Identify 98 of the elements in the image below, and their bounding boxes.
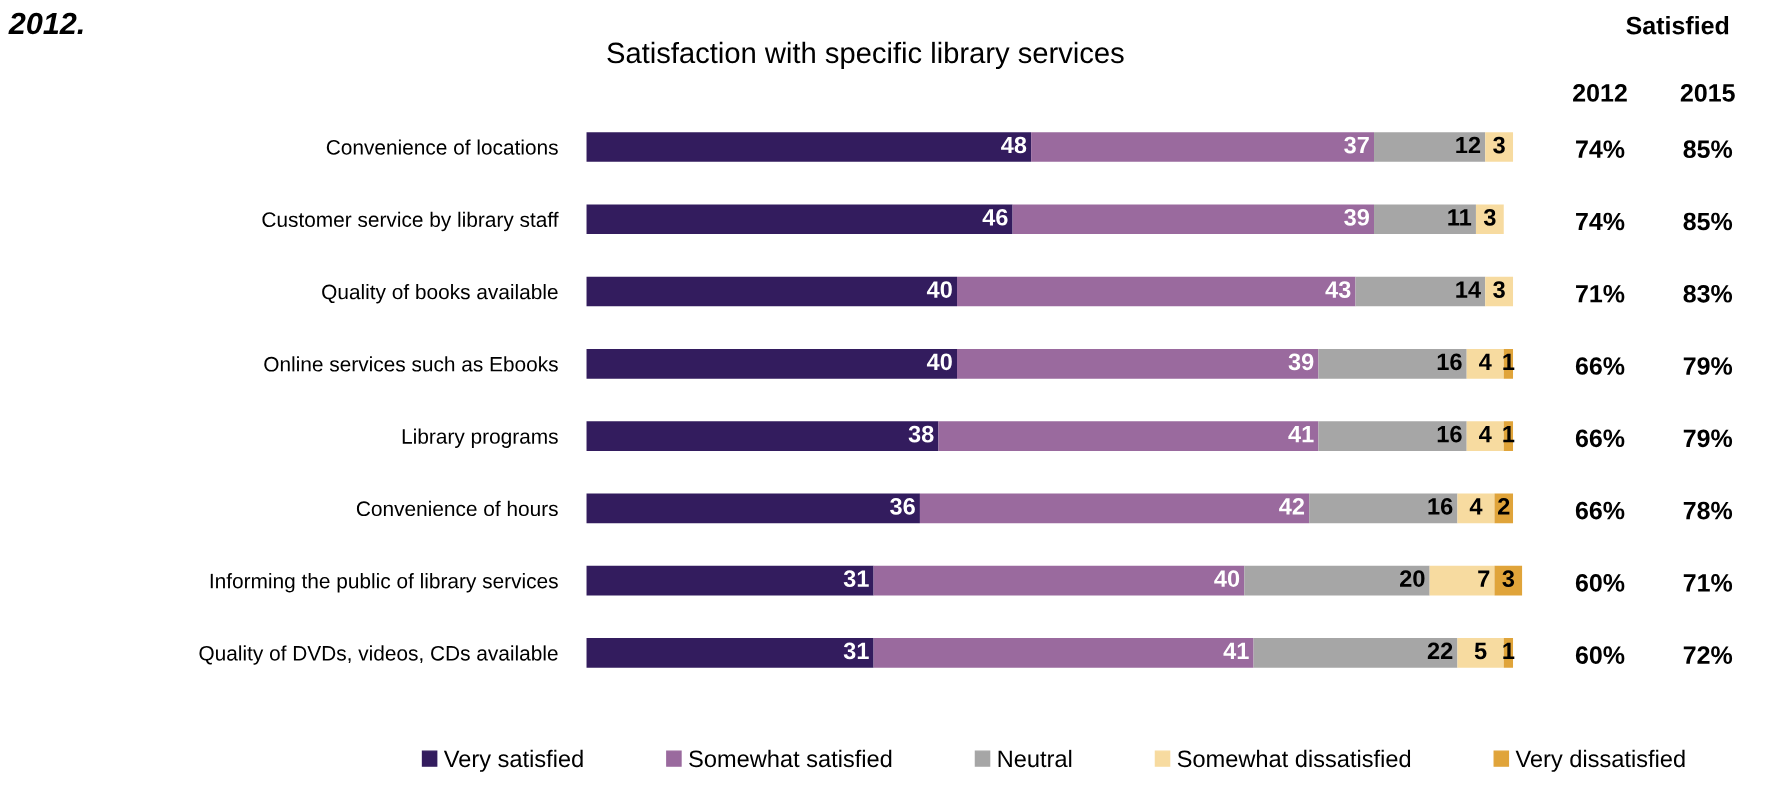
bar — [1374, 204, 1476, 235]
bar — [1485, 132, 1514, 162]
y-tick-label: Library programs — [402, 428, 558, 448]
data-label: 16 — [1437, 353, 1462, 371]
data-label: 3 — [1502, 570, 1515, 588]
y-tick-label: Informing the public of library services — [210, 573, 558, 593]
legend-label: Very satisfied — [443, 749, 583, 772]
text: 79% — [1683, 429, 1733, 448]
data-label: 48 — [1001, 136, 1027, 154]
bar — [1244, 565, 1430, 596]
bar — [586, 565, 874, 596]
bar — [586, 493, 920, 524]
data-label: 42 — [1279, 497, 1305, 515]
bar — [1253, 638, 1458, 668]
y-tick-label: Convenience of hours — [356, 500, 558, 517]
legend-label: Very dissatisfied — [1515, 749, 1685, 772]
data-label: 3 — [1493, 281, 1505, 298]
bar — [586, 349, 957, 379]
data-label: 12 — [1456, 136, 1481, 154]
data-label: 16 — [1428, 497, 1453, 515]
data-label: 31 — [843, 570, 869, 588]
text: 60% — [1575, 573, 1625, 592]
text: 2012 — [1573, 84, 1627, 102]
legend-label: Neutral — [998, 749, 1072, 768]
data-label: 31 — [843, 642, 869, 660]
bar — [873, 638, 1254, 668]
text: 74% — [1576, 140, 1625, 159]
bar — [1374, 132, 1486, 162]
data-label: 41 — [1288, 425, 1314, 443]
bar — [1031, 132, 1375, 162]
text: 83% — [1683, 284, 1733, 303]
text: 66% — [1575, 429, 1625, 448]
legend-label: Somewhat satisfied — [689, 749, 892, 768]
text: 60% — [1575, 646, 1625, 664]
data-label: 20 — [1400, 570, 1425, 587]
bar — [938, 421, 1319, 451]
text: Satisfied — [1626, 16, 1729, 35]
data-label: 4 — [1469, 498, 1483, 515]
y-tick-label: Quality of books available — [322, 284, 558, 304]
data-label: 39 — [1288, 353, 1314, 371]
text: 74% — [1576, 212, 1625, 231]
text: 71% — [1683, 574, 1733, 592]
text: 71% — [1576, 284, 1625, 303]
bar — [586, 421, 939, 451]
data-label: 39 — [1344, 208, 1369, 226]
data-label: 22 — [1427, 642, 1453, 660]
bar — [919, 493, 1310, 524]
data-label: 3 — [1483, 208, 1496, 226]
text: 78% — [1683, 501, 1733, 520]
bar — [1466, 421, 1504, 451]
data-label: 4 — [1479, 353, 1492, 370]
bar — [957, 276, 1356, 307]
data-label: 37 — [1344, 136, 1369, 154]
text: 72% — [1683, 646, 1733, 664]
data-label: 3 — [1493, 136, 1505, 154]
bar — [586, 204, 1013, 235]
data-label: 7 — [1478, 570, 1490, 587]
bar — [957, 349, 1319, 379]
data-label: 4 — [1479, 425, 1492, 443]
text: 79% — [1683, 357, 1733, 375]
data-label: 2 — [1498, 497, 1510, 515]
bar — [1429, 565, 1495, 596]
chart-title: Satisfaction with specific library services — [607, 41, 1124, 70]
data-label: 40 — [1214, 570, 1240, 587]
y-tick-label: Online services such as Ebooks — [264, 356, 558, 372]
text: 66% — [1575, 501, 1625, 520]
bar — [1318, 349, 1467, 379]
bar — [1309, 493, 1458, 524]
data-label: 38 — [908, 425, 934, 443]
data-label: 36 — [890, 497, 915, 515]
data-label: 14 — [1456, 281, 1481, 298]
bar — [873, 565, 1245, 596]
bar — [586, 276, 957, 307]
data-label: 41 — [1223, 642, 1249, 660]
data-label: 11 — [1448, 209, 1472, 226]
bar — [1318, 421, 1467, 451]
bar — [1012, 204, 1375, 235]
text: 85% — [1683, 140, 1733, 159]
text: 2012. — [8, 12, 83, 35]
legend-label: Somewhat dissatisfied — [1177, 749, 1411, 768]
data-label: 40 — [926, 353, 952, 371]
data-label: 5 — [1474, 642, 1487, 660]
y-tick-label: Customer service by library staff — [262, 211, 559, 232]
bar — [586, 638, 874, 668]
text: 85% — [1683, 212, 1733, 231]
bar — [1457, 638, 1504, 668]
data-label: 43 — [1325, 281, 1351, 298]
data-label: 16 — [1437, 425, 1462, 443]
bar — [586, 132, 1032, 162]
bar — [1475, 204, 1504, 235]
bar — [1355, 276, 1486, 307]
text: 2015 — [1680, 84, 1735, 102]
data-label: 40 — [926, 281, 952, 298]
data-label: 46 — [982, 208, 1008, 226]
y-tick-label: Convenience of locations — [326, 139, 558, 155]
bar — [1466, 349, 1504, 379]
text: 66% — [1575, 357, 1625, 375]
y-tick-label: Quality of DVDs, videos, CDs available — [199, 645, 558, 665]
